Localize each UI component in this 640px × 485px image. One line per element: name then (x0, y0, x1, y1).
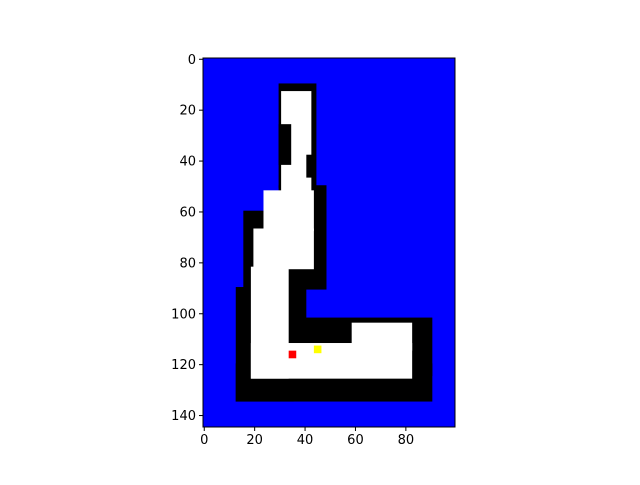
axes: 0 20 40 60 80 0 20 40 60 80 100 120 140 (171, 53, 456, 448)
x-tick-label: 0 (200, 433, 208, 448)
plot-area (203, 58, 455, 427)
heatmap-region (263, 190, 314, 232)
y-tick-label: 80 (179, 256, 196, 271)
start-marker (288, 350, 297, 359)
y-tick-label: 0 (188, 53, 196, 68)
x-tick-label: 60 (347, 433, 364, 448)
axes-frame (202, 57, 456, 428)
y-tick-label: 20 (179, 104, 196, 119)
x-tick-label: 80 (398, 433, 415, 448)
y-tick-label: 100 (171, 307, 196, 322)
heatmap-region (306, 154, 314, 178)
x-tick-label: 20 (246, 433, 263, 448)
goal-marker (313, 345, 322, 354)
heatmap-region (278, 124, 292, 165)
y-tick-label: 120 (171, 358, 196, 373)
x-tick-label: 40 (297, 433, 314, 448)
heatmap-region (351, 322, 413, 351)
y-tick-label: 140 (171, 409, 196, 424)
heatmap-region (253, 228, 314, 270)
y-tick-label: 60 (179, 205, 196, 220)
y-tick-label: 40 (179, 155, 196, 170)
